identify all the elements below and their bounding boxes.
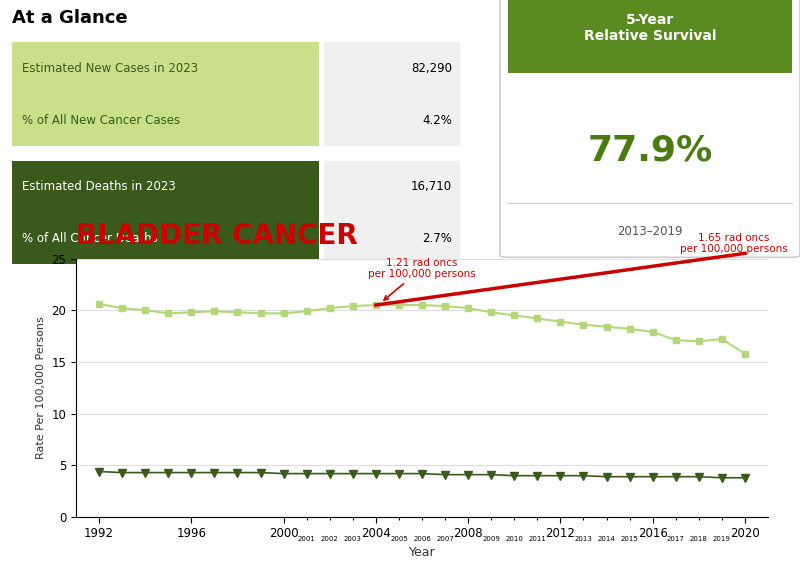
Text: BLADDER CANCER: BLADDER CANCER <box>76 222 358 250</box>
Text: 5-Year
Relative Survival: 5-Year Relative Survival <box>584 13 716 43</box>
Bar <box>12 43 319 94</box>
Bar <box>325 161 460 212</box>
FancyBboxPatch shape <box>500 0 800 257</box>
Text: 16,710: 16,710 <box>411 180 452 193</box>
Bar <box>12 212 319 264</box>
Bar <box>325 212 460 264</box>
Bar <box>12 161 319 212</box>
Text: 82,290: 82,290 <box>411 62 452 75</box>
Text: 1.21 rad oncs
per 100,000 persons: 1.21 rad oncs per 100,000 persons <box>368 257 476 300</box>
Bar <box>12 94 319 146</box>
X-axis label: Year: Year <box>409 546 435 559</box>
Text: Estimated Deaths in 2023: Estimated Deaths in 2023 <box>22 180 175 193</box>
Y-axis label: Rate Per 100,000 Persons: Rate Per 100,000 Persons <box>36 316 46 459</box>
Text: 1.65 rad oncs
per 100,000 persons: 1.65 rad oncs per 100,000 persons <box>679 233 787 254</box>
Text: 77.9%: 77.9% <box>587 134 713 167</box>
Text: At a Glance: At a Glance <box>12 10 128 28</box>
Text: Estimated New Cases in 2023: Estimated New Cases in 2023 <box>22 62 198 75</box>
Text: 2013–2019: 2013–2019 <box>618 225 682 238</box>
Text: 2.7%: 2.7% <box>422 232 452 245</box>
Bar <box>325 94 460 146</box>
Text: 4.2%: 4.2% <box>422 114 452 127</box>
Bar <box>325 43 460 94</box>
Text: % of All New Cancer Cases: % of All New Cancer Cases <box>22 114 180 127</box>
Text: % of All Cancer Deaths: % of All Cancer Deaths <box>22 232 158 245</box>
FancyBboxPatch shape <box>508 0 792 73</box>
